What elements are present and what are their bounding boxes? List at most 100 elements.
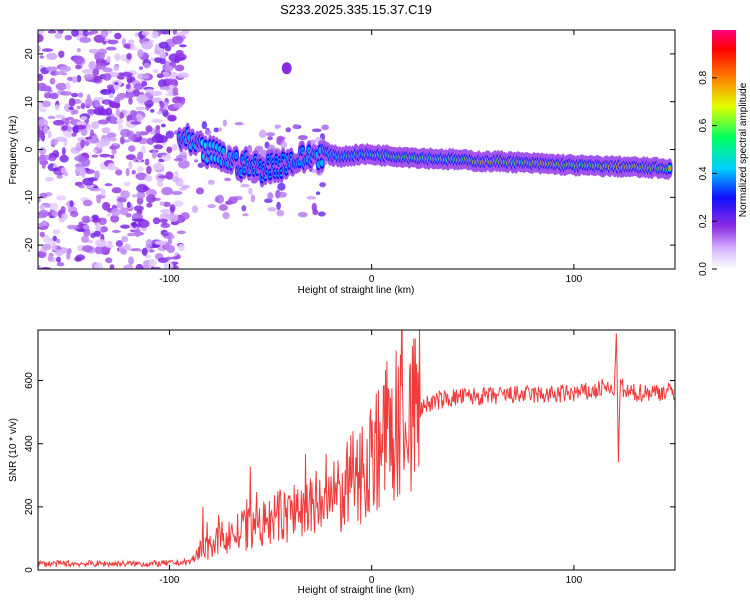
spectrogram-noise-blob <box>240 183 250 188</box>
spectrogram-noise-blob <box>80 127 88 136</box>
spectrogram-noise-blob <box>177 216 182 224</box>
spectrogram-noise-blob <box>113 64 120 71</box>
spectrogram-noise-blob <box>87 138 100 144</box>
spectrogram-noise-blob <box>94 246 103 255</box>
spectrogram-noise-blob <box>191 205 199 214</box>
spectrogram-noise-blob <box>171 96 183 104</box>
spectrogram-noise-blob <box>54 32 63 39</box>
spectrogram-noise-blob <box>104 183 113 187</box>
spectrogram-noise-blob <box>129 248 142 252</box>
spectrogram-noise-blob <box>109 137 117 142</box>
colorbar-tick-label: 0.8 <box>698 70 709 84</box>
spectrogram-noise-blob <box>86 94 91 102</box>
spectrogram-noise-blob <box>61 213 68 221</box>
spectrogram-ridge-core <box>281 155 285 160</box>
spectrogram-noise-blob <box>152 162 164 171</box>
spectrogram-noise-blob <box>173 102 183 109</box>
spectrogram-noise-blob <box>280 140 288 149</box>
spectrogram-noise-blob <box>177 244 185 252</box>
spectrogram-noise-blob <box>128 145 136 152</box>
spectrogram-noise-blob <box>111 187 122 194</box>
spectrogram-noise-blob <box>248 187 253 195</box>
spectrogram-noise-blob <box>163 201 171 208</box>
spectrogram-noise-blob <box>39 231 45 238</box>
spectrogram-noise-blob <box>94 52 101 57</box>
spectrogram-noise-blob <box>177 72 190 79</box>
spectrogram-noise-blob <box>100 188 106 197</box>
spectrogram-noise-blob <box>131 221 137 229</box>
spectrogram-noise-blob <box>41 163 46 169</box>
spectrogram-noise-blob <box>42 234 50 243</box>
spectrogram-noise-blob <box>154 50 160 54</box>
spectrogram-noise-blob <box>90 129 95 138</box>
spectrogram-noise-blob <box>195 187 205 195</box>
spectrogram-noise-blob <box>124 94 132 98</box>
spectrogram-noise-blob <box>126 201 131 208</box>
snr-ytick-label: 0 <box>24 567 35 573</box>
spectrogram-noise-blob <box>102 201 111 211</box>
spectrogram-noise-blob <box>311 202 317 212</box>
spectrogram-ridge-core <box>320 161 324 165</box>
spectrogram-noise-blob <box>276 201 281 211</box>
spectrogram-noise-blob <box>181 184 190 189</box>
spectrogram-noise-blob <box>145 88 154 93</box>
spectrogram-noise-blob <box>171 176 180 183</box>
spectrogram-noise-blob <box>151 149 158 159</box>
spectrogram-noise-blob <box>47 89 53 93</box>
spectrogram-noise-blob <box>69 200 74 208</box>
colorbar-tick-label: 0.4 <box>698 166 709 180</box>
spectrogram-noise-blob <box>68 106 74 110</box>
spectrogram-noise-blob <box>159 51 167 59</box>
spectrogram-noise-blob <box>80 102 86 110</box>
spectrogram-xtick-label: 0 <box>369 274 375 285</box>
spectrogram-noise-blob <box>56 256 62 263</box>
spectrogram-noise-blob <box>56 261 65 267</box>
spectrogram-noise-blob <box>109 102 120 108</box>
spectrogram-noise-blob <box>76 228 85 232</box>
spectrogram-noise-blob <box>298 135 308 141</box>
spectrogram-noise-blob <box>92 149 98 153</box>
spectrogram-noise-blob <box>276 209 285 217</box>
spectrogram-noise-blob <box>76 75 82 83</box>
spectrogram-noise-blob <box>126 232 136 237</box>
spectrogram-noise-blob <box>154 240 167 246</box>
spectrogram-noise-blob <box>139 92 145 96</box>
spectrogram-noise-blob <box>60 206 66 214</box>
spectrogram-noise-blob <box>105 244 114 248</box>
colorbar: 0.0 0.2 0.4 0.6 0.8 Normalized spectral ampl… <box>698 30 749 276</box>
spectrogram-noise-blob <box>250 194 255 203</box>
spectrogram-noise-blob <box>153 133 163 141</box>
snr-frame <box>37 329 676 571</box>
spectrogram-noise-blob <box>71 132 77 137</box>
spectrogram-noise-blob <box>101 62 110 66</box>
spectrogram-noise-blob <box>88 48 99 54</box>
spectrogram-noise-blob <box>59 154 69 163</box>
spectrogram-noise-blob <box>109 145 118 150</box>
snr-x-label: Height of straight line (km) <box>298 585 415 596</box>
spectrogram-noise-blob <box>64 34 73 41</box>
spectrogram-noise-blob <box>167 114 177 122</box>
spectrogram-noise-blob <box>53 119 65 126</box>
spectrogram-noise-blob <box>43 125 49 135</box>
spectrogram-noise-blob <box>115 108 121 117</box>
spectrogram-noise-blob <box>145 125 153 133</box>
spectrogram-noise-blob <box>274 124 280 130</box>
spectrogram-noise-blob <box>135 131 141 138</box>
spectrogram-noise-blob <box>49 77 56 85</box>
spectrogram-noise-blob <box>81 68 94 74</box>
spectrogram-noise-blob <box>104 100 109 105</box>
spectrogram-noise-blob <box>77 92 84 98</box>
spectrogram-noise-blob <box>319 182 326 188</box>
spectrogram-noise-blob <box>161 186 173 196</box>
spectrogram-noise-blob <box>130 109 137 117</box>
spectrogram-noise-blob <box>85 31 94 36</box>
spectrogram-ridge-core <box>668 166 672 171</box>
snr-ticks: -100 0 100 0 200 400 600 <box>24 330 675 586</box>
spectrogram-noise-blob <box>52 167 59 172</box>
spectrogram-noise-blob <box>111 207 121 217</box>
spectrogram-noise-blob <box>51 242 57 252</box>
spectrogram-ridge-core <box>300 148 305 153</box>
spectrogram-noise-blob <box>68 97 76 107</box>
spectrogram-xtick-label: 100 <box>566 274 583 285</box>
spectrogram-noise-blob <box>69 210 79 218</box>
